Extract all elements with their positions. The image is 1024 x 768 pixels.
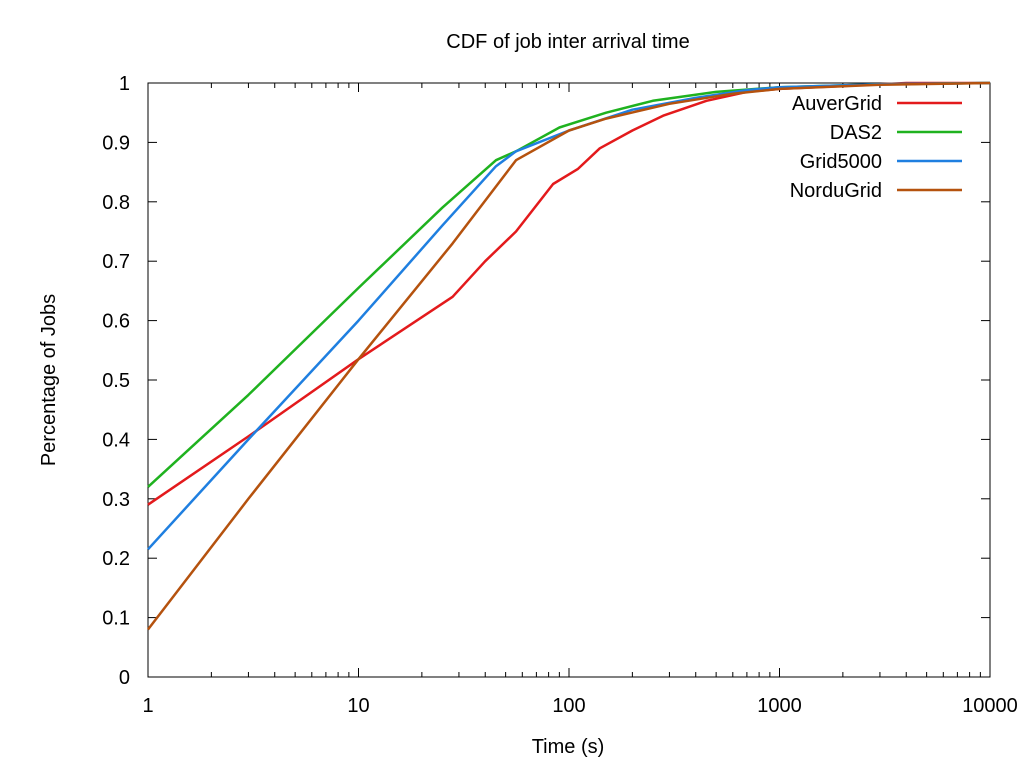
y-tick-label: 0.3 <box>102 489 130 511</box>
x-tick-label: 10 <box>347 695 369 717</box>
x-tick-label: 1 <box>142 695 153 717</box>
y-tick-label: 0.1 <box>102 608 130 630</box>
legend-label: DAS2 <box>830 122 882 144</box>
y-tick-label: 0.9 <box>102 132 130 154</box>
y-tick-label: 0.8 <box>102 192 130 214</box>
y-tick-label: 0.6 <box>102 311 130 333</box>
y-tick-label: 0.7 <box>102 251 130 273</box>
series-lines <box>147 81 991 631</box>
series-line-auvergrid <box>147 81 990 506</box>
chart-title: CDF of job inter arrival time <box>446 31 689 53</box>
y-tick-label: 0 <box>119 667 130 689</box>
x-axis-title: Time (s) <box>532 736 605 758</box>
x-tick-label: 100 <box>552 695 585 717</box>
legend-label: NorduGrid <box>790 180 882 202</box>
y-tick-label: 1 <box>119 73 130 95</box>
legend-label: AuverGrid <box>792 93 882 115</box>
y-tick-label: 0.5 <box>102 370 130 392</box>
x-tick-label: 10000 <box>962 695 1018 717</box>
y-tick-label: 0.4 <box>102 429 130 451</box>
legend-label: Grid5000 <box>800 151 882 173</box>
y-tick-label: 0.2 <box>102 548 130 570</box>
axis-tick-labels: 0 0.1 0.2 0.3 0.4 0.5 0.6 0.7 0.8 0.9 1 1 10 100 1000 1… <box>102 73 1018 717</box>
series-line-nordugrid <box>147 81 991 631</box>
legend: AuverGrid DAS2 Grid5000 NorduGrid <box>790 93 962 202</box>
y-axis-title: Percentage of Jobs <box>38 294 60 466</box>
x-tick-label: 1000 <box>757 695 802 717</box>
